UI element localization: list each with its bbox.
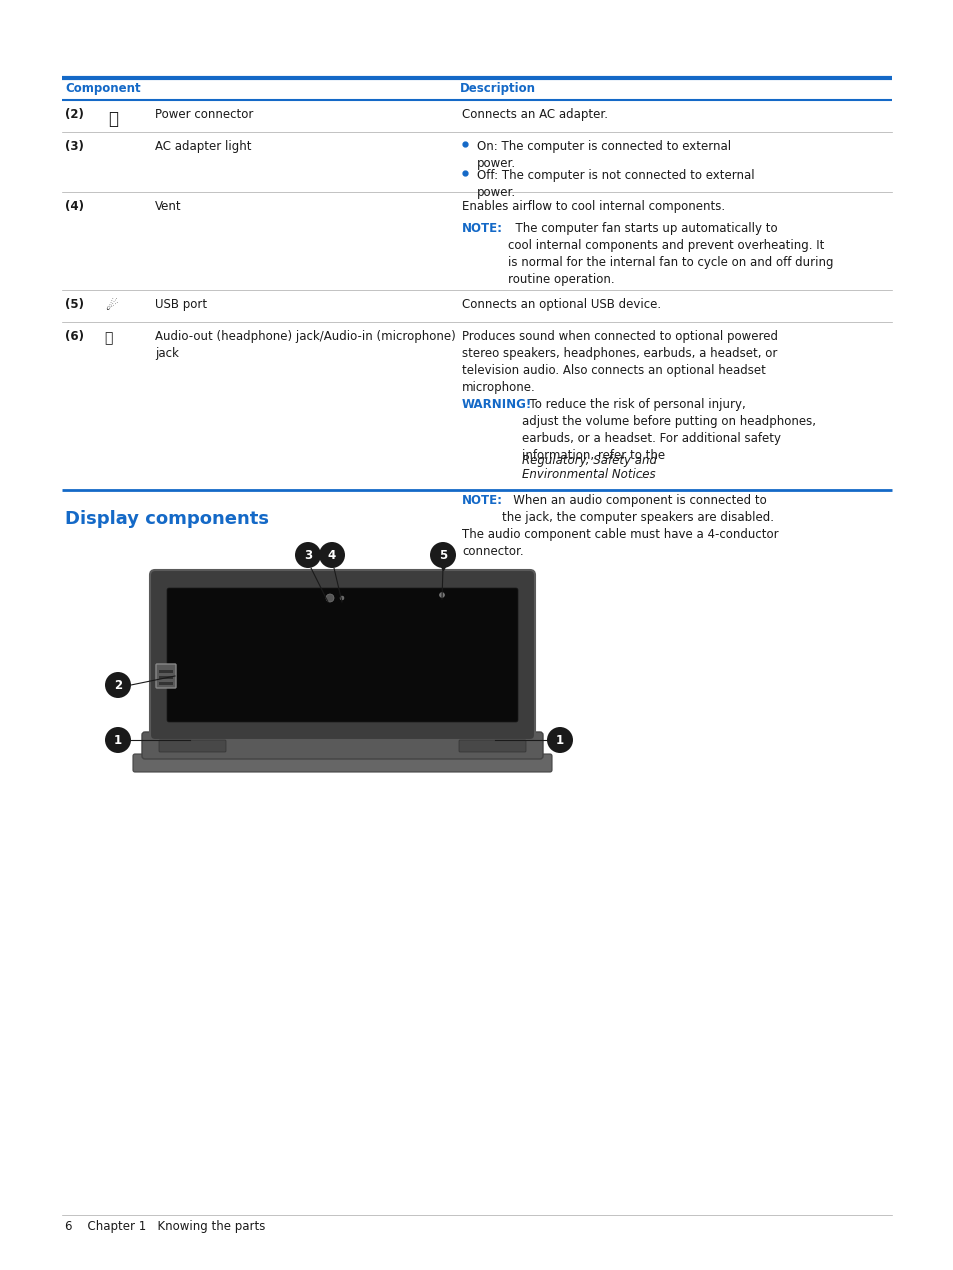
Circle shape: [326, 594, 334, 602]
Text: 4: 4: [328, 549, 335, 561]
FancyBboxPatch shape: [156, 664, 175, 688]
Text: NOTE:: NOTE:: [461, 222, 502, 235]
Text: The computer fan starts up automatically to
cool internal components and prevent: The computer fan starts up automatically…: [507, 222, 833, 286]
Text: (4): (4): [65, 199, 84, 213]
Text: The audio component cable must have a 4-conductor
connector.: The audio component cable must have a 4-…: [461, 528, 778, 558]
Text: NOTE:: NOTE:: [461, 494, 502, 507]
Circle shape: [430, 542, 456, 568]
FancyBboxPatch shape: [159, 682, 172, 685]
Text: Regulatory, Safety and: Regulatory, Safety and: [521, 453, 657, 467]
Text: ☄: ☄: [105, 298, 117, 312]
Text: (3): (3): [65, 140, 84, 152]
Text: (6): (6): [65, 330, 84, 343]
Text: To reduce the risk of personal injury,
adjust the volume before putting on headp: To reduce the risk of personal injury, a…: [521, 398, 815, 462]
Circle shape: [105, 726, 131, 753]
Text: 3: 3: [304, 549, 312, 561]
Text: 1: 1: [113, 734, 122, 747]
Text: Display components: Display components: [65, 511, 269, 528]
FancyBboxPatch shape: [159, 671, 172, 673]
Text: 🎧: 🎧: [104, 331, 112, 345]
FancyBboxPatch shape: [142, 732, 542, 759]
FancyBboxPatch shape: [159, 740, 226, 752]
Text: 2: 2: [113, 678, 122, 691]
Text: Audio-out (headphone) jack/Audio-in (microphone)
jack: Audio-out (headphone) jack/Audio-in (mic…: [154, 330, 456, 359]
Circle shape: [318, 542, 345, 568]
Text: AC adapter light: AC adapter light: [154, 140, 252, 152]
Text: 5: 5: [438, 549, 447, 561]
Text: When an audio component is connected to
the jack, the computer speakers are disa: When an audio component is connected to …: [501, 494, 773, 525]
Text: Off: The computer is not connected to external
power.: Off: The computer is not connected to ex…: [476, 169, 754, 199]
Text: ⎓: ⎓: [108, 110, 118, 128]
Circle shape: [546, 726, 573, 753]
FancyBboxPatch shape: [159, 676, 172, 679]
Text: Vent: Vent: [154, 199, 181, 213]
FancyBboxPatch shape: [458, 740, 525, 752]
Text: Power connector: Power connector: [154, 108, 253, 121]
Text: Component: Component: [65, 83, 140, 95]
Text: On: The computer is connected to external
power.: On: The computer is connected to externa…: [476, 140, 730, 170]
Text: Connects an optional USB device.: Connects an optional USB device.: [461, 298, 660, 311]
FancyBboxPatch shape: [167, 588, 517, 723]
Text: Enables airflow to cool internal components.: Enables airflow to cool internal compone…: [461, 199, 724, 213]
Circle shape: [439, 593, 444, 597]
Circle shape: [294, 542, 320, 568]
Text: 1: 1: [556, 734, 563, 747]
Text: 6    Chapter 1   Knowing the parts: 6 Chapter 1 Knowing the parts: [65, 1220, 265, 1233]
Text: (5): (5): [65, 298, 84, 311]
FancyBboxPatch shape: [150, 570, 535, 740]
Text: Description: Description: [459, 83, 536, 95]
Circle shape: [339, 596, 344, 599]
Text: .: .: [639, 469, 643, 481]
Circle shape: [105, 672, 131, 699]
Text: Produces sound when connected to optional powered
stereo speakers, headphones, e: Produces sound when connected to optiona…: [461, 330, 778, 394]
Text: Connects an AC adapter.: Connects an AC adapter.: [461, 108, 607, 121]
Text: Environmental Notices: Environmental Notices: [521, 469, 655, 481]
Text: WARNING!: WARNING!: [461, 398, 532, 411]
Text: USB port: USB port: [154, 298, 207, 311]
FancyBboxPatch shape: [132, 754, 552, 772]
Text: (2): (2): [65, 108, 84, 121]
